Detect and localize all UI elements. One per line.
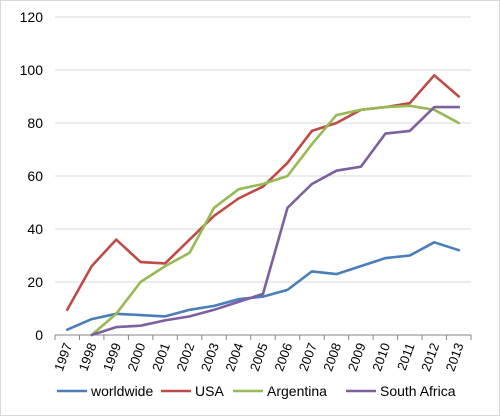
x-tick-label: 2006 — [271, 341, 295, 373]
series-line-south-africa — [90, 105, 461, 337]
x-tick-label: 2001 — [149, 341, 173, 373]
series-line-usa — [65, 74, 461, 312]
legend-item: Argentina — [233, 383, 327, 399]
series-line-argentina — [90, 104, 461, 337]
legend-item: worldwide — [57, 383, 153, 399]
y-tick-label: 60 — [27, 168, 43, 184]
x-tick-label: 2000 — [124, 341, 148, 373]
x-axis — [54, 334, 472, 340]
gridlines — [55, 16, 471, 283]
x-tick-label: 2002 — [173, 341, 197, 373]
x-tick-label: 2011 — [394, 341, 418, 372]
x-tick-label: 2009 — [345, 341, 369, 373]
x-axis-ticks: 1997 1998 1999 2000 2001 2002 2003 2004 2005 2006… — [51, 341, 467, 373]
x-tick-label: 2007 — [296, 341, 320, 373]
x-tick-label: 1998 — [76, 341, 100, 373]
series-line-worldwide — [65, 241, 461, 332]
x-tick-label: 2012 — [418, 341, 442, 373]
y-tick-label: 0 — [35, 327, 43, 343]
x-tick-label: 2010 — [369, 341, 393, 373]
y-tick-label: 120 — [20, 9, 44, 25]
y-tick-label: 40 — [27, 221, 43, 237]
x-tick-label: 1999 — [100, 341, 124, 373]
legend-label: Argentina — [267, 383, 327, 399]
y-axis-ticks: 0 20 40 60 80 100 120 — [20, 9, 44, 343]
legend-item: USA — [161, 383, 224, 399]
x-tick-label: 2008 — [320, 341, 344, 373]
legend-label: South Africa — [380, 383, 456, 399]
x-tick-label: 2004 — [222, 341, 246, 373]
x-tick-label: 1997 — [51, 341, 75, 373]
y-tick-label: 80 — [27, 115, 43, 131]
legend-label: worldwide — [90, 383, 153, 399]
x-tick-label: 2013 — [443, 341, 467, 373]
legend: worldwide USA Argentina South Africa — [57, 383, 456, 399]
y-tick-label: 20 — [27, 274, 43, 290]
x-tick-label: 2003 — [198, 341, 222, 373]
series-lines — [65, 74, 461, 337]
legend-label: USA — [195, 383, 224, 399]
x-tick-label: 2005 — [247, 341, 271, 373]
y-tick-label: 100 — [20, 62, 44, 78]
legend-item: South Africa — [346, 383, 456, 399]
